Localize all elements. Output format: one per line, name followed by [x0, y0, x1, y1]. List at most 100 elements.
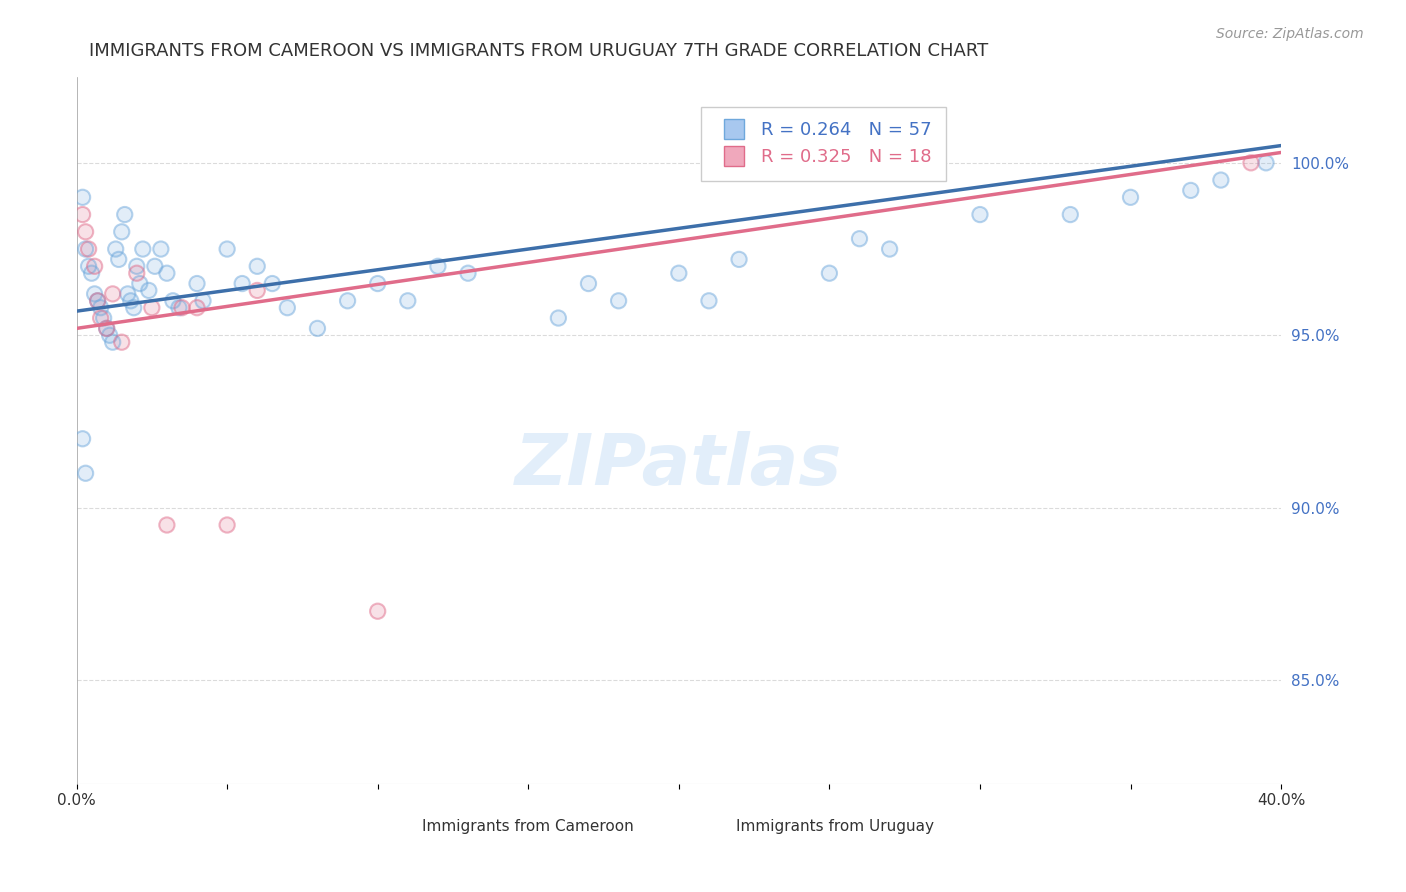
Point [170, 301, 193, 315]
Point [132, 242, 155, 256]
Point [90, 311, 112, 326]
Point [72, 208, 94, 222]
Point [1209, 173, 1232, 187]
Point [111, 225, 134, 239]
Point [93, 311, 115, 326]
Point [457, 266, 479, 280]
Point [879, 242, 901, 256]
Point [75, 467, 97, 481]
Point [262, 277, 284, 291]
Point [167, 301, 190, 315]
Point [86, 293, 108, 308]
Point [143, 260, 166, 274]
Point [80, 266, 103, 280]
Point [246, 260, 269, 274]
Point [879, 242, 901, 256]
Point [186, 277, 208, 291]
Point [276, 301, 298, 315]
Point [96, 321, 118, 335]
Point [396, 293, 419, 308]
Point [191, 293, 214, 308]
Point [117, 286, 139, 301]
Point [217, 242, 239, 256]
Point [668, 266, 690, 280]
Point [1209, 173, 1232, 187]
Point [848, 232, 870, 246]
Text: Immigrants from Cameroon: Immigrants from Cameroon [422, 819, 634, 834]
Point [75, 225, 97, 239]
Point [578, 277, 600, 291]
Point [98, 328, 121, 343]
Point [107, 252, 129, 267]
Point [336, 293, 359, 308]
Point [1180, 183, 1202, 197]
Point [367, 277, 389, 291]
Point [426, 260, 449, 274]
Point [96, 321, 118, 335]
Point [111, 225, 134, 239]
Point [156, 518, 179, 533]
Point [848, 232, 870, 246]
Point [396, 293, 419, 308]
Point [101, 286, 124, 301]
Point [101, 335, 124, 350]
Point [547, 311, 569, 326]
Point [96, 321, 118, 335]
Point [132, 242, 155, 256]
Point [83, 286, 105, 301]
Point [111, 335, 134, 350]
Point [143, 260, 166, 274]
Point [728, 252, 751, 267]
Point [191, 293, 214, 308]
Point [1059, 208, 1081, 222]
Point [668, 266, 690, 280]
Point [120, 293, 142, 308]
Point [1240, 156, 1263, 170]
Point [93, 311, 115, 326]
Point [1240, 156, 1263, 170]
Point [367, 277, 389, 291]
Point [156, 518, 179, 533]
Point [90, 301, 112, 315]
Text: Source: ZipAtlas.com: Source: ZipAtlas.com [1216, 27, 1364, 41]
Point [149, 242, 172, 256]
Point [72, 432, 94, 446]
Point [246, 284, 269, 298]
Point [149, 242, 172, 256]
Point [77, 242, 100, 256]
Point [75, 242, 97, 256]
Point [77, 260, 100, 274]
Point [307, 321, 329, 335]
Point [141, 301, 163, 315]
Point [818, 266, 841, 280]
Point [336, 293, 359, 308]
Point [969, 208, 991, 222]
Point [607, 293, 630, 308]
Point [90, 311, 112, 326]
Point [578, 277, 600, 291]
Point [75, 467, 97, 481]
Point [246, 284, 269, 298]
Point [101, 286, 124, 301]
Point [457, 266, 479, 280]
Point [120, 293, 142, 308]
Point [1254, 156, 1277, 170]
Point [125, 260, 148, 274]
Point [86, 293, 108, 308]
Point [83, 260, 105, 274]
Point [138, 284, 160, 298]
Point [72, 208, 94, 222]
Point [86, 293, 108, 308]
Point [1119, 190, 1142, 204]
Point [90, 301, 112, 315]
Point [186, 301, 208, 315]
Point [186, 277, 208, 291]
Point [1254, 156, 1277, 170]
Point [77, 242, 100, 256]
Point [125, 260, 148, 274]
Point [111, 335, 134, 350]
Point [1180, 183, 1202, 197]
Point [217, 242, 239, 256]
Point [547, 311, 569, 326]
Point [114, 208, 136, 222]
